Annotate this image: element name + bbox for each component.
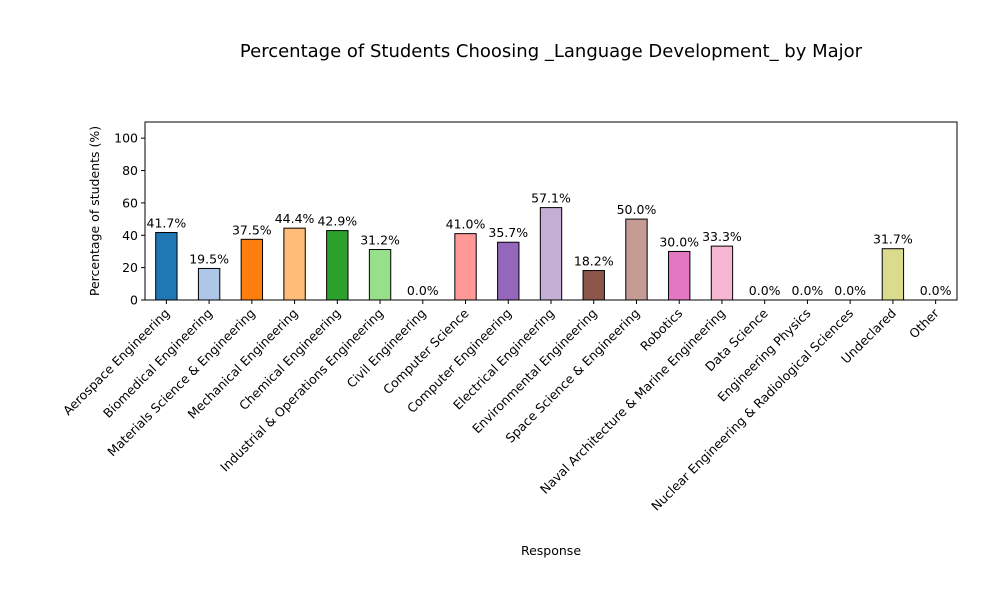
bar (368, 249, 392, 301)
data-label: 19.5% (189, 251, 229, 266)
x-tick-label: Nuclear Engineering & Radiological Scien… (648, 306, 856, 514)
y-tick-label: 80 (122, 163, 138, 178)
data-label: 41.7% (147, 216, 187, 231)
data-label: 0.0% (920, 283, 952, 298)
data-label: 0.0% (792, 283, 824, 298)
bar (710, 245, 734, 301)
data-label: 44.4% (275, 211, 315, 226)
y-tick-label: 60 (122, 195, 138, 210)
data-label: 37.5% (232, 222, 272, 237)
data-label: 31.7% (873, 232, 913, 247)
data-label: 30.0% (659, 234, 699, 249)
bar (881, 248, 905, 301)
plot-area: 41.7%19.5%37.5%44.4% 42.9%31.2%0.0%41.0%3… (60, 121, 958, 514)
y-tick-label: 0 (130, 293, 138, 308)
bar (539, 207, 563, 301)
bar (625, 218, 648, 301)
data-label: 0.0% (407, 283, 439, 298)
y-tick-label: 20 (122, 260, 138, 275)
chart-title: Percentage of Students Choosing _Languag… (240, 41, 863, 62)
data-label: 0.0% (749, 283, 781, 298)
bar (197, 267, 221, 301)
data-label: 50.0% (617, 202, 657, 217)
x-tick-label: Other (906, 305, 942, 341)
data-label: 41.0% (446, 217, 486, 232)
data-label: 31.2% (360, 233, 400, 248)
data-label: 57.1% (531, 191, 571, 206)
bar (326, 230, 349, 301)
data-label: 18.2% (574, 254, 614, 269)
bar (240, 238, 264, 301)
x-tick-label: Civil Engineering (344, 306, 429, 391)
y-tick-label: 100 (114, 131, 138, 146)
y-tick-label: 40 (122, 228, 138, 243)
y-axis-label: Percentage of students (%) (87, 126, 102, 296)
bar (283, 227, 306, 301)
bar (668, 250, 691, 301)
bar (497, 241, 520, 301)
data-label: 35.7% (488, 225, 528, 240)
bar (582, 270, 605, 301)
data-label: 42.9% (317, 214, 357, 229)
x-axis-label: Response (521, 543, 581, 558)
bar (454, 233, 477, 301)
bar (155, 232, 178, 301)
data-label: 0.0% (834, 283, 866, 298)
data-label: 33.3% (702, 229, 742, 244)
